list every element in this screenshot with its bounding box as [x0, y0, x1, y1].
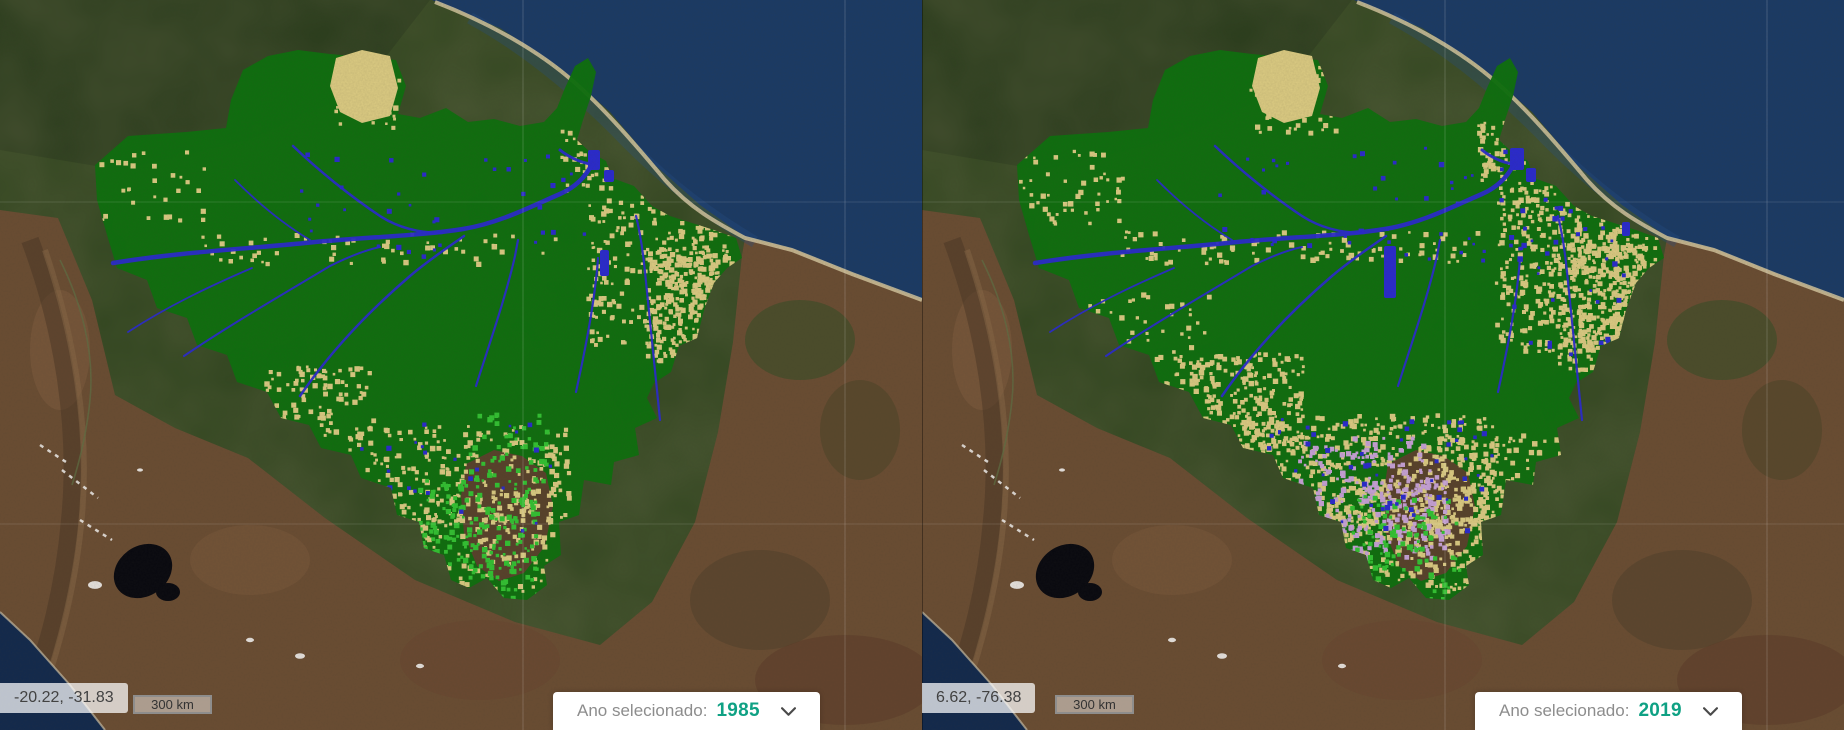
- year-selector-label: Ano selecionado:: [577, 701, 708, 720]
- map-canvas-right[interactable]: [922, 0, 1844, 730]
- scale-bar: 300 km: [133, 695, 212, 714]
- year-selector[interactable]: Ano selecionado: 1985: [553, 692, 820, 730]
- year-selector-value: 2019: [1638, 700, 1682, 721]
- map-panel-right[interactable]: 6.62, -76.38 300 km Ano selecionado: 201…: [922, 0, 1844, 730]
- year-selector-value: 1985: [716, 700, 760, 721]
- map-panel-left[interactable]: -20.22, -31.83 300 km Ano selecionado: 1…: [0, 0, 922, 730]
- chevron-down-icon: [1702, 706, 1718, 716]
- year-selector-label: Ano selecionado:: [1499, 701, 1630, 720]
- cursor-coordinates: -20.22, -31.83: [0, 683, 128, 713]
- scale-bar: 300 km: [1055, 695, 1134, 714]
- map-canvas-left[interactable]: [0, 0, 922, 730]
- year-selector[interactable]: Ano selecionado: 2019: [1475, 692, 1742, 730]
- panel-divider: [922, 0, 923, 730]
- cursor-coordinates: 6.62, -76.38: [922, 683, 1036, 713]
- chevron-down-icon: [780, 706, 796, 716]
